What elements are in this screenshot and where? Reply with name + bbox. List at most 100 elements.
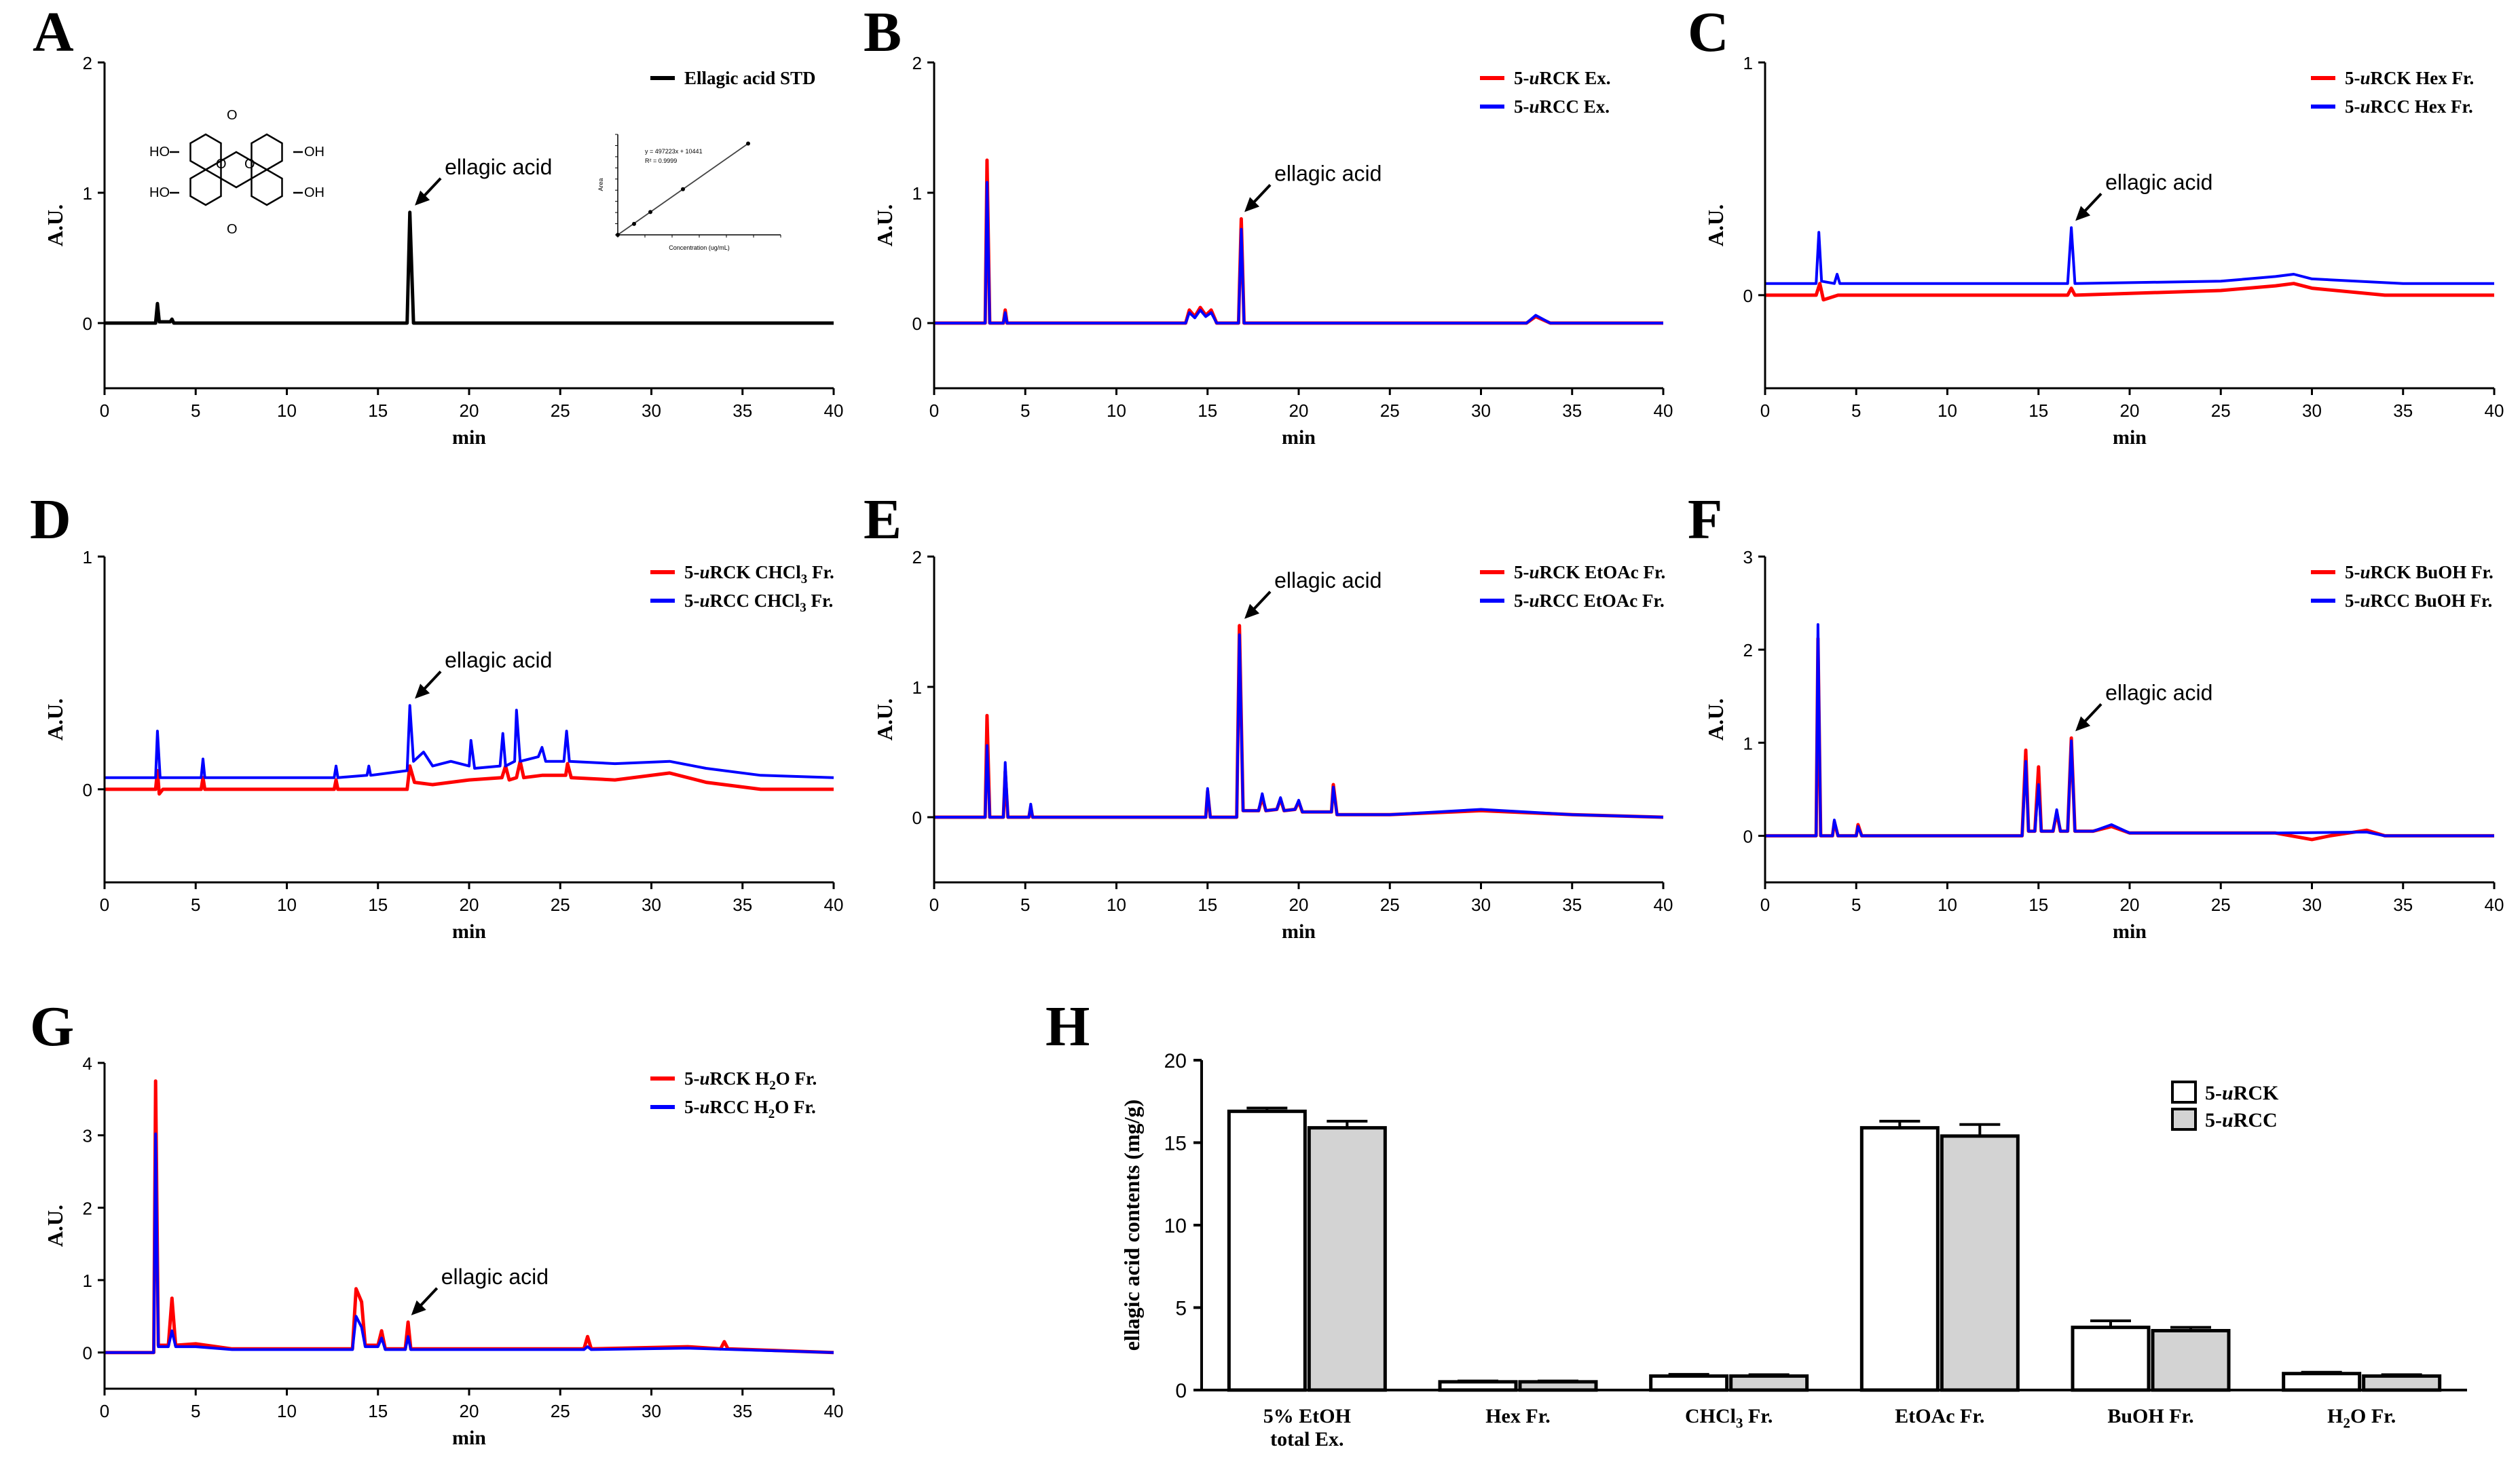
series-line-1 (1765, 282, 2494, 302)
panel-letter: D (30, 488, 71, 551)
structure-ring (251, 133, 283, 171)
y-tick-label: 1 (1743, 733, 1753, 753)
x-tick-label: 35 (733, 1401, 752, 1421)
series-line-1 (105, 210, 834, 325)
y-tick-label: 2 (83, 1198, 92, 1218)
inset-point (616, 233, 620, 237)
annotation-label: ellagic acid (445, 155, 552, 179)
x-tick-label: 20 (1289, 895, 1309, 915)
annotation-arrowhead (2075, 206, 2091, 221)
x-tick-label: 30 (2302, 895, 2322, 915)
x-category-label: H2O Fr. (2327, 1405, 2396, 1431)
y-tick-label: 1 (912, 183, 922, 204)
x-tick-label: 25 (1380, 400, 1400, 421)
x-tick-label: 10 (1938, 400, 1957, 421)
y-tick-label: 15 (1164, 1133, 1187, 1155)
y-tick-label: 2 (912, 53, 922, 73)
inset-point (632, 221, 636, 226)
y-tick-label: 2 (83, 53, 92, 73)
x-tick-label: 10 (277, 1401, 297, 1421)
legend-label: 5-uRCC H2O Fr. (684, 1097, 816, 1121)
x-category-label: BuOH Fr. (2107, 1405, 2193, 1427)
x-tick-label: 20 (460, 1401, 479, 1421)
legend-label: 5-uRCC Ex. (1514, 96, 1610, 117)
y-tick-label: 1 (912, 677, 922, 698)
x-axis-label: min (452, 426, 486, 449)
x-tick-label: 30 (642, 895, 661, 915)
annotation-label: ellagic acid (445, 648, 552, 672)
x-tick-label: 30 (1471, 895, 1491, 915)
legend-label: 5-uRCK Ex. (1514, 68, 1611, 88)
structure-atom-label: O (244, 157, 255, 172)
x-category-label: total Ex. (1270, 1428, 1344, 1450)
x-tick-label: 15 (368, 895, 388, 915)
ellagic-acid-structure: HO HO OH OH O O O O (149, 108, 325, 237)
y-tick-label: 2 (1743, 640, 1753, 660)
y-tick-label: 5 (1175, 1298, 1187, 1320)
x-tick-label: 35 (2393, 400, 2413, 421)
bar (1649, 1374, 1729, 1392)
x-tick-label: 10 (1938, 895, 1957, 915)
x-tick-label: 0 (1760, 400, 1770, 421)
annotation-label: ellagic acid (2105, 680, 2212, 705)
annotation-label: ellagic acid (1274, 161, 1382, 185)
x-tick-label: 35 (733, 400, 752, 421)
series-line-2 (1765, 623, 2494, 838)
calibration-inset: y = 497223x + 10441 R² = 0.9999 Concentrat… (597, 134, 781, 251)
y-tick-label: 10 (1164, 1215, 1187, 1237)
annotation-arrowhead (1244, 603, 1260, 619)
structure-atom-label: OH (304, 185, 325, 200)
panel-d: D 0 5 10 15 20 25 30 35 40 0 1 min A.U. 5-uRCK CHCl3 F… (30, 488, 843, 943)
panel-c: C 0 5 10 15 20 25 30 35 40 0 1 min A.U. 5-uRCK Hex Fr.… (1688, 1, 2504, 449)
bar (2071, 1326, 2151, 1392)
bar (2151, 1329, 2231, 1392)
x-tick-label: 0 (100, 400, 109, 421)
annotation-arrowhead (1244, 197, 1260, 212)
y-axis-label: A.U. (43, 204, 67, 246)
x-tick-label: 10 (1107, 895, 1126, 915)
series-line-2 (1765, 226, 2494, 285)
x-tick-label: 15 (1198, 895, 1217, 915)
x-tick-label: 30 (642, 1401, 661, 1421)
x-tick-label: 5 (1020, 400, 1030, 421)
bar (1307, 1126, 1387, 1392)
y-axis-label: ellagic acid contents (mg/g) (1119, 1100, 1144, 1351)
structure-atom-label: HO (149, 185, 170, 200)
legend-label: 5-uRCK H2O Fr. (684, 1068, 817, 1093)
x-tick-label: 0 (100, 895, 109, 915)
x-tick-label: 15 (368, 1401, 388, 1421)
bar (1227, 1109, 1307, 1392)
x-category-label: EtOAc Fr. (1895, 1405, 1984, 1427)
inset-point (681, 187, 685, 191)
x-tick-label: 35 (2393, 895, 2413, 915)
y-tick-label: 0 (912, 808, 922, 828)
x-tick-label: 25 (551, 400, 570, 421)
legend-swatch (2171, 1081, 2197, 1104)
structure-atom-label: O (227, 222, 238, 237)
legend-label: 5-uRCK EtOAc Fr. (1514, 562, 1665, 582)
structure-ring (189, 168, 222, 206)
legend-label: Ellagic acid STD (684, 68, 816, 88)
x-tick-label: 25 (551, 895, 570, 915)
legend-label: 5-uRCK CHCl3 Fr. (684, 562, 834, 586)
y-tick-label: 1 (83, 547, 92, 567)
x-tick-label: 10 (1107, 400, 1126, 421)
x-tick-label: 0 (100, 1401, 109, 1421)
y-axis-label: A.U. (1703, 698, 1728, 741)
x-tick-label: 10 (277, 400, 297, 421)
x-axis-label: min (1282, 920, 1316, 943)
x-tick-label: 5 (191, 400, 200, 421)
x-tick-label: 20 (2120, 895, 2140, 915)
series-line-2 (934, 181, 1663, 324)
inset-y-label: Area (597, 178, 604, 191)
series-line-1 (105, 1079, 834, 1355)
panel-letter: A (33, 1, 74, 64)
annotation-label: ellagic acid (2105, 170, 2212, 194)
panel-letter: F (1688, 488, 1722, 551)
y-tick-label: 0 (83, 314, 92, 334)
y-tick-label: 0 (1175, 1380, 1187, 1402)
x-tick-label: 10 (277, 895, 297, 915)
annotation-arrowhead (415, 190, 430, 206)
x-tick-label: 40 (2485, 895, 2504, 915)
inset-equation: y = 497223x + 10441 (645, 148, 703, 155)
